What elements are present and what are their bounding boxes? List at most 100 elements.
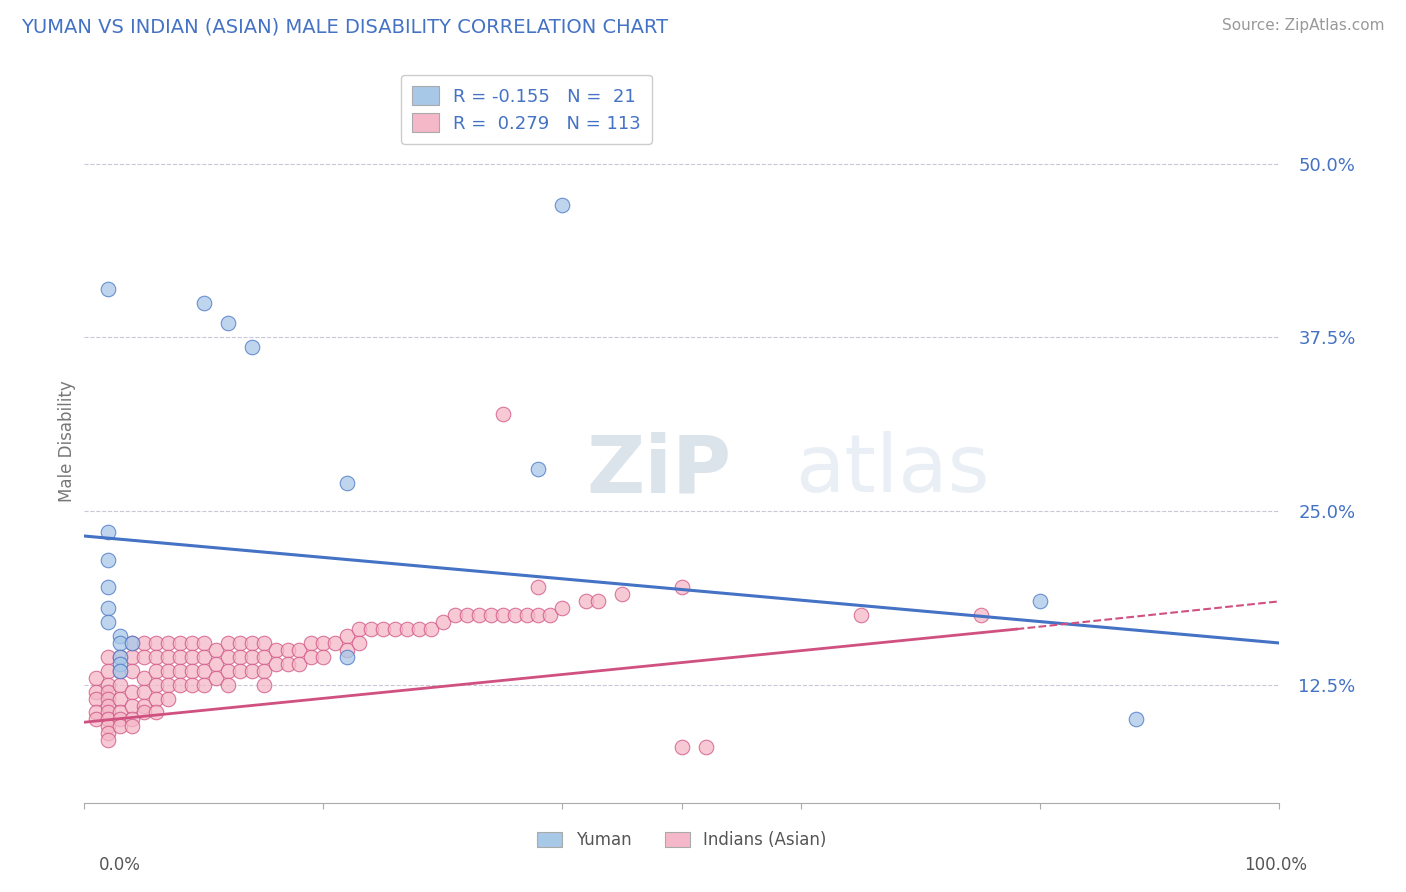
- Point: [121, 698, 143, 713]
- Point: [110, 713, 132, 727]
- Point: [121, 636, 143, 650]
- Point: [110, 649, 132, 664]
- Point: [253, 649, 276, 664]
- Point: [253, 678, 276, 692]
- Point: [110, 706, 132, 720]
- Point: [110, 657, 132, 671]
- Point: [193, 295, 215, 310]
- Point: [612, 587, 634, 601]
- Point: [360, 622, 382, 636]
- Point: [253, 664, 276, 678]
- Point: [97, 678, 120, 692]
- Point: [456, 608, 478, 623]
- Point: [132, 684, 156, 698]
- Point: [121, 684, 143, 698]
- Point: [121, 713, 143, 727]
- Point: [336, 649, 359, 664]
- Point: [527, 608, 550, 623]
- Point: [97, 706, 120, 720]
- Point: [97, 719, 120, 733]
- Point: [97, 713, 120, 727]
- Point: [205, 643, 228, 657]
- Point: [492, 608, 515, 623]
- Point: [349, 636, 371, 650]
- Point: [229, 649, 252, 664]
- Point: [551, 198, 574, 212]
- Point: [527, 581, 550, 595]
- Point: [349, 622, 371, 636]
- Point: [253, 636, 276, 650]
- Text: ZiP: ZiP: [586, 432, 731, 509]
- Point: [240, 340, 263, 354]
- Point: [516, 608, 538, 623]
- Point: [336, 643, 359, 657]
- Point: [240, 664, 263, 678]
- Point: [277, 643, 299, 657]
- Point: [110, 719, 132, 733]
- Point: [110, 649, 132, 664]
- Point: [229, 636, 252, 650]
- Point: [588, 594, 610, 608]
- Point: [157, 636, 180, 650]
- Point: [432, 615, 454, 630]
- Point: [217, 317, 239, 331]
- Point: [121, 664, 143, 678]
- Point: [86, 691, 108, 706]
- Point: [121, 719, 143, 733]
- Point: [301, 636, 323, 650]
- Text: YUMAN VS INDIAN (ASIAN) MALE DISABILITY CORRELATION CHART: YUMAN VS INDIAN (ASIAN) MALE DISABILITY …: [21, 18, 668, 37]
- Point: [217, 649, 239, 664]
- Point: [86, 713, 108, 727]
- Point: [193, 664, 215, 678]
- Point: [132, 706, 156, 720]
- Point: [970, 608, 993, 623]
- Point: [145, 678, 167, 692]
- Point: [444, 608, 467, 623]
- Point: [97, 726, 120, 740]
- Point: [97, 664, 120, 678]
- Point: [551, 601, 574, 615]
- Point: [420, 622, 443, 636]
- Point: [288, 657, 311, 671]
- Point: [312, 649, 335, 664]
- Point: [408, 622, 430, 636]
- Point: [229, 664, 252, 678]
- Text: atlas: atlas: [796, 432, 990, 509]
- Point: [97, 524, 120, 539]
- Point: [240, 649, 263, 664]
- Point: [181, 664, 204, 678]
- Y-axis label: Male Disability: Male Disability: [58, 381, 76, 502]
- Point: [145, 706, 167, 720]
- Text: 100.0%: 100.0%: [1244, 856, 1308, 874]
- Point: [312, 636, 335, 650]
- Point: [217, 678, 239, 692]
- Text: Source: ZipAtlas.com: Source: ZipAtlas.com: [1222, 18, 1385, 33]
- Point: [540, 608, 562, 623]
- Point: [264, 643, 287, 657]
- Point: [157, 649, 180, 664]
- Point: [336, 629, 359, 643]
- Point: [97, 649, 120, 664]
- Point: [1125, 713, 1147, 727]
- Text: 0.0%: 0.0%: [98, 856, 141, 874]
- Point: [527, 462, 550, 476]
- Point: [193, 649, 215, 664]
- Point: [145, 649, 167, 664]
- Point: [181, 649, 204, 664]
- Point: [1029, 594, 1052, 608]
- Point: [110, 629, 132, 643]
- Point: [277, 657, 299, 671]
- Point: [97, 691, 120, 706]
- Point: [97, 733, 120, 747]
- Point: [217, 636, 239, 650]
- Point: [97, 615, 120, 630]
- Point: [97, 552, 120, 566]
- Point: [86, 671, 108, 685]
- Point: [851, 608, 873, 623]
- Point: [384, 622, 406, 636]
- Point: [97, 581, 120, 595]
- Point: [86, 706, 108, 720]
- Point: [97, 282, 120, 296]
- Point: [110, 678, 132, 692]
- Point: [492, 407, 515, 421]
